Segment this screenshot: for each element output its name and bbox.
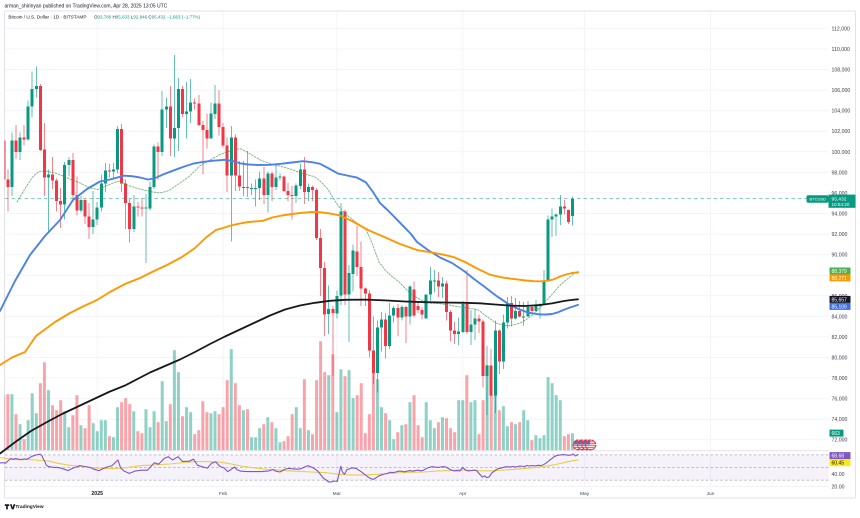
svg-text:Mar: Mar [333,491,342,497]
svg-text:80,000: 80,000 [832,356,848,362]
svg-text:74,000: 74,000 [832,417,848,423]
svg-text:72,000: 72,000 [832,438,848,444]
svg-text:Bitcoin / U.S. Dollar · 1D · B: Bitcoin / U.S. Dollar · 1D · BITSTAMP [8,14,86,19]
svg-text:May: May [580,491,590,497]
svg-text:95,432: 95,432 [832,196,847,202]
svg-text:Feb: Feb [219,491,228,497]
svg-text:94,000: 94,000 [832,212,848,218]
svg-text:96,000: 96,000 [832,191,848,197]
svg-text:2025: 2025 [91,491,103,497]
svg-text:40.00: 40.00 [832,472,845,478]
svg-text:104,000: 104,000 [832,109,851,115]
svg-text:106,000: 106,000 [832,88,851,94]
svg-text:112,000: 112,000 [832,26,850,32]
svg-text:85,109: 85,109 [832,304,848,310]
svg-text:O93,780 H95,633 L92,846 C95,43: O93,780 H95,633 L92,846 C95,432 −1,663 (… [94,14,201,19]
svg-text:98,000: 98,000 [832,170,848,176]
svg-text:100,000: 100,000 [832,150,851,156]
svg-text:88,271: 88,271 [832,276,848,282]
svg-text:88,379: 88,379 [832,269,848,275]
svg-text:10:54:20: 10:54:20 [832,202,850,207]
svg-text:82,000: 82,000 [832,335,848,341]
svg-text:20.00: 20.00 [832,485,845,491]
svg-text:663: 663 [832,431,841,437]
svg-text:68.68: 68.68 [832,454,845,460]
svg-text:76,000: 76,000 [832,397,848,403]
svg-text:Apr: Apr [459,491,467,497]
svg-text:108,000: 108,000 [832,68,851,74]
svg-text:92,000: 92,000 [832,232,848,238]
svg-text:60.45: 60.45 [832,461,845,467]
svg-text:110,000: 110,000 [832,47,850,53]
svg-text:85,657: 85,657 [832,297,848,303]
svg-text:BTCUSD: BTCUSD [810,197,827,202]
svg-text:78,000: 78,000 [832,376,848,382]
svg-text:TradingView: TradingView [15,504,43,510]
svg-text:Jun: Jun [707,491,715,497]
svg-text:84,000: 84,000 [832,314,848,320]
svg-text:arman_shirinyan published on T: arman_shirinyan published on TradingView… [5,4,168,10]
svg-text:102,000: 102,000 [832,129,851,135]
svg-text:90,000: 90,000 [832,253,848,259]
